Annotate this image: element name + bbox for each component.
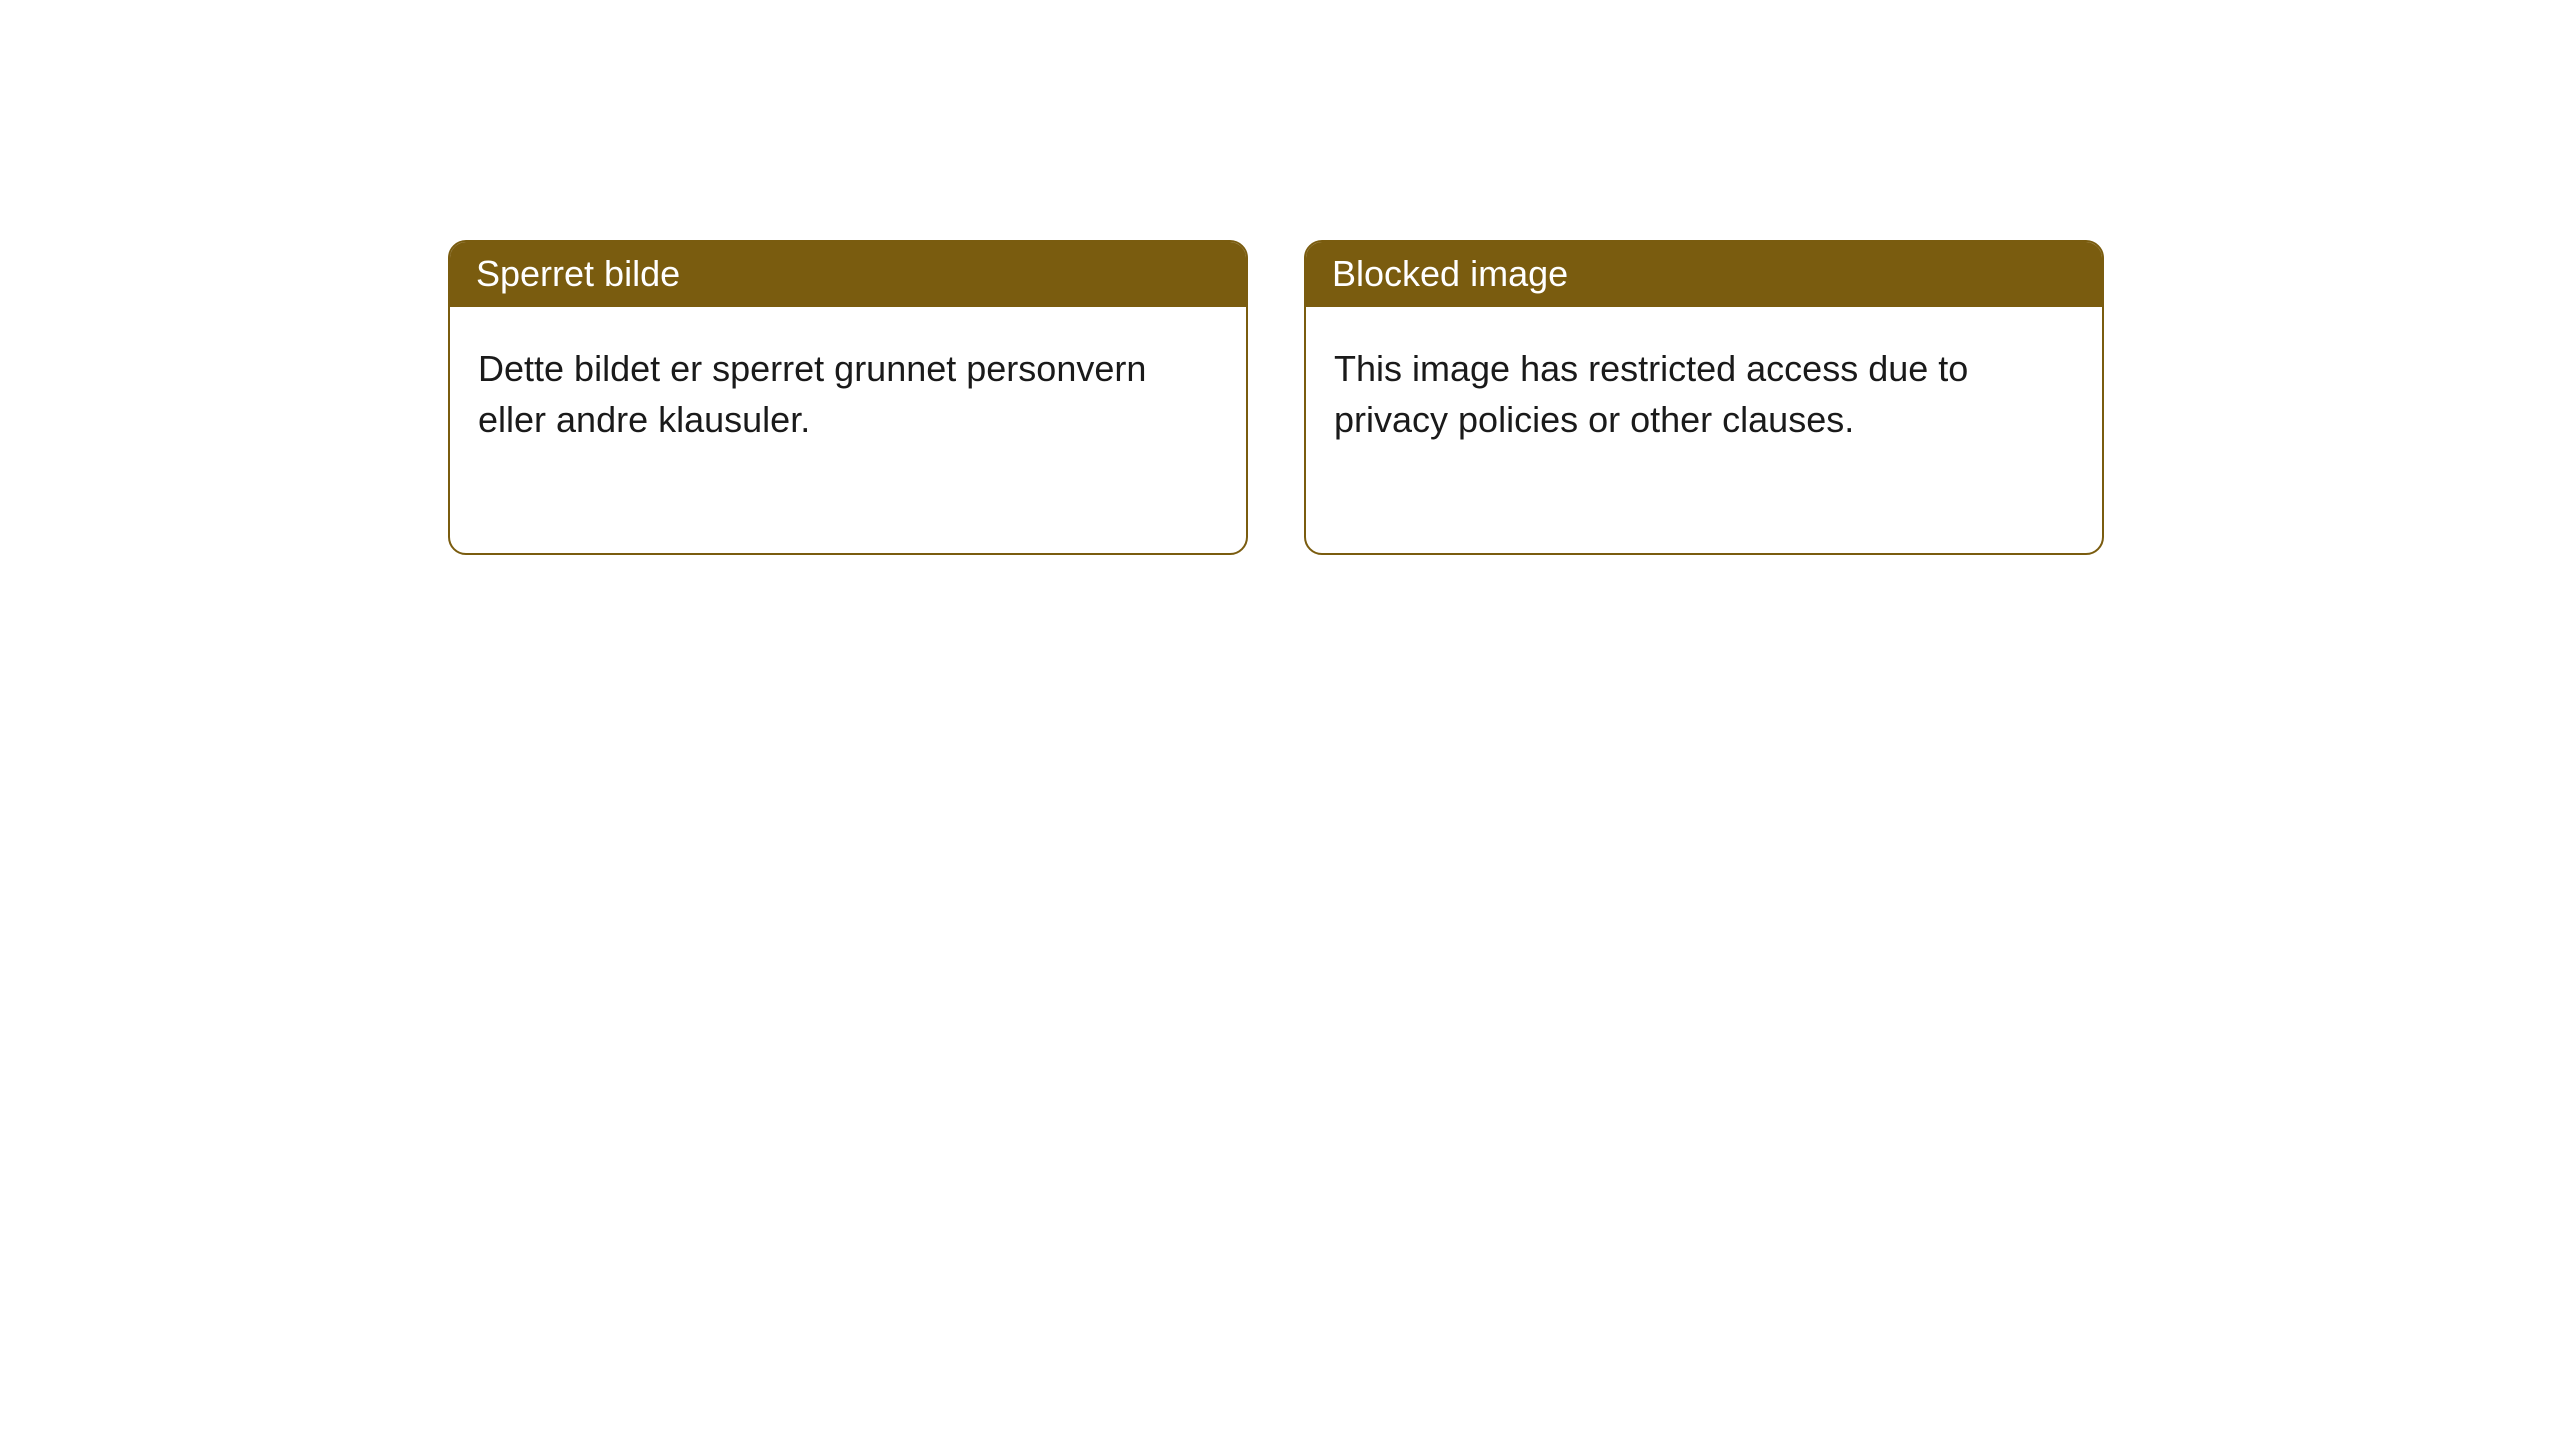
notice-container: Sperret bilde Dette bildet er sperret gr… xyxy=(0,0,2560,555)
notice-title-no: Sperret bilde xyxy=(450,242,1246,307)
notice-body-no: Dette bildet er sperret grunnet personve… xyxy=(450,307,1246,553)
notice-card-no: Sperret bilde Dette bildet er sperret gr… xyxy=(448,240,1248,555)
notice-body-en: This image has restricted access due to … xyxy=(1306,307,2102,553)
notice-title-en: Blocked image xyxy=(1306,242,2102,307)
notice-card-en: Blocked image This image has restricted … xyxy=(1304,240,2104,555)
